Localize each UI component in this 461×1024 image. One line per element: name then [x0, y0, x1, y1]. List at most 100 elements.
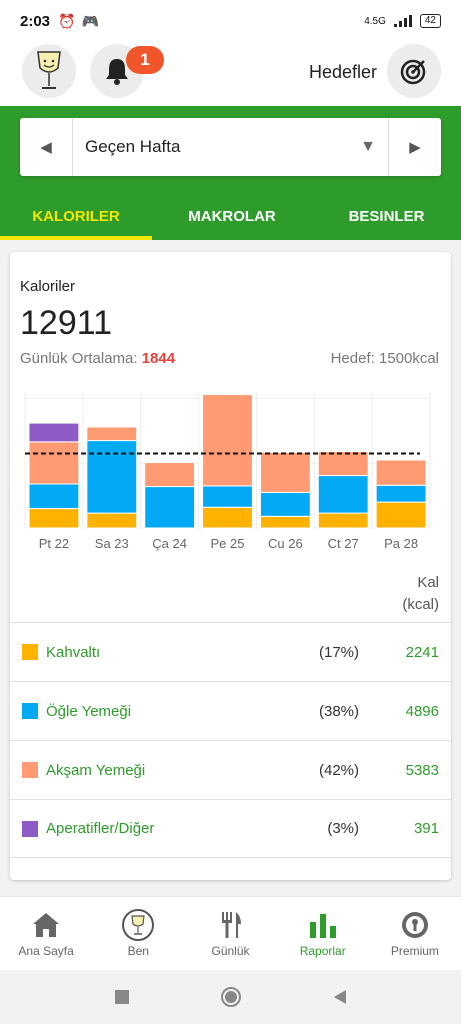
gamepad-icon: 🎮 [81, 12, 99, 29]
caret-down-icon: ▼ [360, 138, 376, 155]
daily-average: Günlük Ortalama: 1844 [20, 350, 175, 367]
meal-kcal: 391 [413, 820, 439, 837]
bar-segment[interactable] [86, 426, 138, 442]
nav-label: Premium [390, 943, 439, 958]
bar-segment[interactable] [375, 484, 427, 503]
wine-glass-icon [121, 908, 155, 941]
bar-segment[interactable] [375, 459, 427, 486]
meal-name: Aperatifler/Diğer [46, 820, 155, 837]
battery-icon: 42 [419, 14, 441, 28]
x-tick-label: Ça 24 [152, 536, 187, 551]
goals-button[interactable] [387, 44, 441, 98]
network-label: 4.5G [364, 15, 386, 27]
bar-segment[interactable] [144, 462, 196, 488]
bar-segment[interactable] [202, 394, 253, 487]
x-tick-label: Pa 28 [384, 536, 418, 551]
signal-icon [393, 15, 412, 27]
meal-row-dinner[interactable]: Akşam Yemeği (42%) 5383 [10, 740, 451, 799]
app-header: 1 Hedefler [0, 42, 461, 106]
meal-row-lunch[interactable]: Öğle Yemeği (38%) 4896 [10, 681, 451, 740]
notification-badge: 1 [126, 46, 164, 74]
alarm-icon: ⏰ [58, 12, 76, 29]
report-tabs: KALORILER MAKROLAR BESINLER [0, 192, 461, 240]
meal-kcal: 4896 [405, 702, 439, 720]
meal-kcal: 5383 [405, 761, 439, 779]
status-right: 4.5G 42 [364, 14, 441, 28]
breakfast-swatch [22, 644, 38, 660]
nav-label: Günlük [211, 943, 250, 958]
status-time: 2:03 [20, 12, 51, 30]
bar-segment[interactable] [259, 491, 311, 517]
card-title: Kaloriler [20, 278, 76, 295]
chevron-left-icon: ◀ [40, 139, 52, 156]
calories-chart: Pt 22 Sa 23 Ça 24 Pe 25 Cu 26 Ct 27 Pa 28 [24, 392, 431, 551]
divider [72, 118, 73, 176]
bar-segment[interactable] [28, 441, 80, 485]
meal-row-snacks[interactable]: Aperatifler/Diğer (3%) 391 [10, 799, 451, 858]
nav-label: Ben [127, 943, 149, 958]
bar-segment[interactable] [28, 483, 80, 510]
period-selector: ◀ Geçen Hafta ▼ ▶ [20, 118, 441, 176]
nav-label: Ana Sayfa [18, 943, 74, 958]
bar-segment[interactable] [144, 486, 196, 529]
home-icon [31, 910, 61, 940]
tab-foods[interactable]: BESINLER [348, 207, 425, 225]
x-tick-label: Pt 22 [39, 536, 69, 551]
meal-percent: (3%) [327, 820, 359, 837]
x-tick-label: Sa 23 [95, 536, 129, 551]
profile-button[interactable] [22, 44, 76, 98]
bar-segment[interactable] [259, 451, 311, 493]
target-icon [400, 59, 426, 85]
bar-segment[interactable] [317, 512, 369, 529]
nav-diary[interactable]: Günlük [184, 897, 276, 970]
wine-glass-icon [37, 51, 61, 89]
tab-macros[interactable]: MAKROLAR [188, 207, 276, 225]
bar-segment[interactable] [375, 501, 427, 529]
meal-percent: (42%) [318, 761, 359, 779]
target-label: Hedef: 1500kcal [330, 350, 439, 367]
meal-name: Kahvaltı [46, 643, 101, 661]
nav-label: Raporlar [299, 943, 346, 958]
bar-segment[interactable] [28, 508, 80, 529]
dinner-swatch [22, 762, 38, 778]
nav-home[interactable]: Ana Sayfa [0, 897, 92, 970]
x-tick-label: Pe 25 [211, 536, 245, 551]
bar-segment[interactable] [317, 451, 369, 477]
recents-icon[interactable] [114, 989, 130, 1005]
meal-row-breakfast[interactable]: Kahvaltı (17%) 2241 [10, 622, 451, 681]
average-value: 1844 [141, 350, 176, 367]
kcal-header: Kal (kcal) [402, 572, 439, 616]
kcal-header-line2: (kcal) [402, 596, 439, 613]
snacks-swatch [22, 820, 38, 837]
bar-segment[interactable] [259, 515, 311, 529]
home-circle-icon[interactable] [220, 986, 242, 1008]
bar-segment[interactable] [86, 512, 138, 529]
divider [388, 118, 389, 176]
x-tick-label: Ct 27 [328, 536, 359, 551]
goals-label[interactable]: Hedefler [308, 62, 377, 82]
meal-percent: (17%) [318, 643, 359, 661]
bar-segment[interactable] [28, 422, 80, 443]
tab-calories[interactable]: KALORILER [0, 192, 152, 240]
nav-premium[interactable]: Premium [369, 897, 461, 970]
bar-segment[interactable] [317, 475, 369, 514]
bottom-navigation: Ana Sayfa Ben Günlük Raporlar Premium [0, 896, 461, 970]
meal-percent: (38%) [318, 702, 359, 720]
status-icons: ⏰ 🎮 [58, 13, 99, 30]
back-icon[interactable] [332, 989, 348, 1005]
previous-period-button[interactable]: ◀ [20, 118, 72, 176]
cutlery-icon [219, 910, 243, 940]
kcal-header-line1: Kal [417, 574, 439, 591]
bar-segment[interactable] [86, 440, 138, 514]
lunch-swatch [22, 703, 38, 719]
nav-reports[interactable]: Raporlar [277, 897, 369, 970]
bar-segment[interactable] [202, 485, 253, 508]
dropdown-button[interactable]: ▼ [348, 138, 388, 156]
nav-me[interactable]: Ben [92, 897, 184, 970]
period-dropdown-value[interactable]: Geçen Hafta [85, 137, 181, 156]
calories-card: Kaloriler 12911 Günlük Ortalama: 1844 He… [10, 252, 451, 880]
system-navigation [0, 970, 461, 1024]
report-header: ◀ Geçen Hafta ▼ ▶ KALORILER MAKROLAR BES… [0, 106, 461, 240]
bar-segment[interactable] [202, 506, 253, 529]
next-period-button[interactable]: ▶ [389, 118, 441, 176]
